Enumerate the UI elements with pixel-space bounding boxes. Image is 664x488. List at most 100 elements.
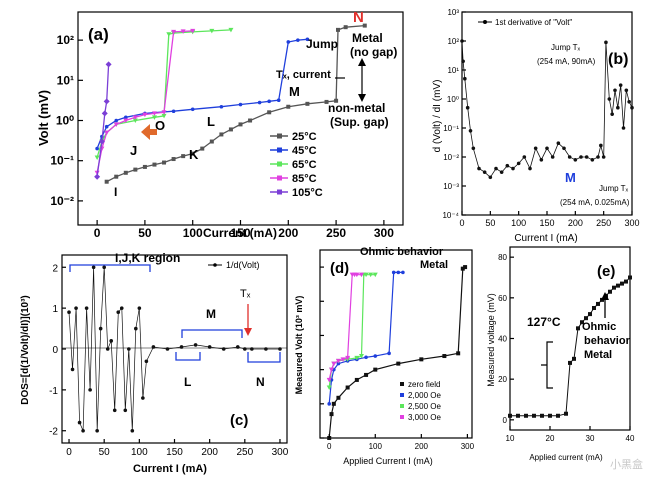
series-a-0-point	[343, 25, 348, 30]
series-d-1-point	[364, 355, 368, 360]
series-c-point	[141, 396, 145, 400]
c-ytick-label: 2	[52, 263, 58, 274]
e-xtick-label: 40	[626, 434, 635, 443]
annotation-J: J	[130, 143, 137, 158]
series-d-0-point	[373, 367, 378, 372]
panel-e-label: (e)	[597, 263, 615, 280]
panel-e-temp: 127°C	[527, 315, 561, 329]
series-d-0-point	[345, 385, 350, 390]
series-a-0-point	[267, 110, 272, 115]
series-a-4-point	[103, 98, 110, 105]
series-a-0-point	[152, 162, 157, 167]
series-b-point	[573, 158, 578, 162]
jump-bracket-icon	[541, 341, 553, 389]
series-a-1-point	[104, 124, 109, 129]
series-e-point	[616, 283, 620, 288]
d-legend-label: 3,000 Oe	[408, 413, 441, 422]
panel-c-L: L	[184, 375, 191, 389]
series-c-point	[116, 310, 121, 315]
series-d-2-point	[363, 272, 369, 278]
a-xtick-label: 50	[138, 226, 152, 240]
series-c-point	[119, 306, 124, 310]
series-a-0-point	[228, 127, 233, 132]
series-b-point	[616, 105, 620, 110]
series-c-line	[68, 267, 280, 431]
b-xtick-label: 150	[539, 218, 554, 228]
series-b-point	[494, 166, 498, 171]
series-e-point	[596, 301, 600, 306]
a-xtick-label: 150	[230, 226, 250, 240]
series-e-point	[568, 360, 572, 365]
series-a-1-point	[305, 37, 310, 42]
series-b-point	[528, 166, 532, 171]
panel-c-Tc: Tₓ	[240, 288, 251, 300]
series-e-point	[624, 279, 628, 284]
series-d-2-point	[372, 272, 378, 278]
panel-b-jump-top-val: (254 mA, 90mA)	[537, 57, 596, 66]
c-xtick-label: 200	[201, 447, 218, 458]
b-ytick-label: 10⁻³	[443, 182, 459, 191]
series-e-point	[584, 316, 588, 321]
panel-b: 0 50 100 150 200 250 300 10³ 10² 10¹ 10⁰ 10⁻¹ 10⁻² 10…	[432, 8, 640, 244]
series-a-1-point	[257, 100, 262, 105]
series-a-2-line	[96, 29, 231, 158]
series-b-point	[488, 175, 493, 180]
series-b-point	[482, 170, 487, 174]
annotation-L: L	[207, 114, 215, 129]
a-ytick-label: 10⁰	[56, 114, 74, 128]
series-d-3-point	[340, 357, 346, 362]
series-d-1-point	[391, 270, 396, 275]
series-e-point	[628, 275, 632, 280]
series-d-1-point	[327, 402, 332, 406]
series-a-1-point	[123, 115, 128, 120]
d-xtick-label: 100	[369, 442, 383, 451]
series-a-0-point	[190, 151, 195, 156]
panel-a-label: (a)	[88, 25, 109, 44]
a-legend-label: 105°C	[292, 187, 323, 199]
series-e-point	[572, 356, 576, 361]
e-ytick-label: 20	[498, 375, 507, 384]
series-a-0-point	[162, 160, 167, 165]
series-b-point	[505, 163, 510, 168]
series-a-0-point	[142, 164, 147, 169]
d-xtick-label: 0	[327, 442, 332, 451]
series-a-0-point	[238, 122, 243, 127]
a-xtick-label: 250	[326, 226, 346, 240]
series-c-point	[74, 306, 78, 310]
tc-arrow-head-icon	[244, 328, 252, 336]
panel-d-xlabel: Applied Current I (mA)	[343, 456, 433, 466]
series-e-point	[612, 285, 616, 290]
series-d-3-point	[345, 355, 351, 361]
a-ytick-label: 10²	[57, 33, 74, 47]
series-c-point	[102, 265, 106, 270]
series-b-point	[522, 155, 527, 159]
series-d-3-point	[331, 361, 337, 367]
panel-a-xlabel: Current (mA)	[203, 226, 277, 240]
series-a-0-point	[123, 170, 128, 175]
series-b-point	[604, 40, 608, 45]
series-b-point	[516, 161, 521, 166]
series-b-point	[477, 166, 481, 171]
d-xtick-label: 300	[461, 442, 475, 451]
c-ytick-label: -1	[49, 386, 58, 397]
series-a-3-point	[180, 29, 186, 34]
series-a-2-point	[209, 28, 215, 34]
d-legend-label: zero field	[408, 380, 440, 389]
series-b-point	[461, 59, 465, 64]
panel-d-title1: Ohmic behavior	[360, 246, 444, 258]
series-a-0-point	[336, 27, 340, 32]
series-c-point	[109, 339, 114, 343]
ohmic-arrow-head-icon	[601, 292, 609, 300]
d-legend-label: 2,500 Oe	[408, 402, 441, 411]
panel-b-ylabel: d (Volt) / dI (mV)	[432, 80, 443, 153]
annotation-M: M	[289, 84, 300, 99]
series-e-point	[556, 413, 560, 418]
a-xtick-label: 100	[183, 226, 203, 240]
series-c-point	[165, 347, 170, 351]
series-e-point	[608, 289, 612, 294]
a-xtick-label: 200	[278, 226, 298, 240]
a-ytick-label: 10⁻²	[50, 194, 74, 208]
annotation-no-gap: (no gap)	[350, 45, 397, 59]
series-d-0-point	[463, 265, 468, 270]
annotation-O: O	[155, 118, 165, 133]
